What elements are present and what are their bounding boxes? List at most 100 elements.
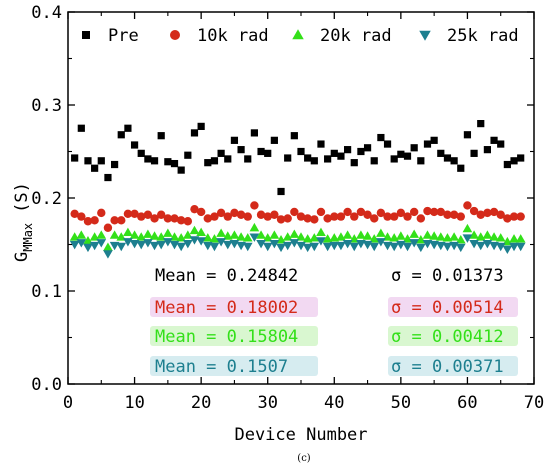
data-point xyxy=(356,207,366,217)
data-point xyxy=(442,233,453,242)
data-point xyxy=(104,173,112,182)
data-point xyxy=(203,214,212,223)
data-point xyxy=(377,133,385,142)
data-point xyxy=(316,237,326,246)
data-point xyxy=(310,215,319,224)
data-point xyxy=(137,212,146,221)
data-point xyxy=(70,209,79,219)
data-points xyxy=(69,120,526,259)
data-point xyxy=(370,157,378,165)
data-point xyxy=(270,210,279,219)
data-point xyxy=(415,235,426,244)
data-point xyxy=(322,234,333,243)
data-point xyxy=(210,157,219,165)
data-point xyxy=(435,241,446,251)
y-tick-label: 0.0 xyxy=(31,375,62,395)
data-point xyxy=(250,129,258,137)
data-point xyxy=(417,157,425,165)
data-point xyxy=(83,217,93,226)
series-1 xyxy=(70,201,525,232)
data-point xyxy=(276,235,286,244)
data-point xyxy=(310,157,318,165)
data-point xyxy=(356,230,366,239)
data-point xyxy=(96,230,107,239)
data-point xyxy=(237,146,245,154)
data-point xyxy=(396,208,406,218)
legend: Pre 10k rad 20k rad 25k rad xyxy=(82,26,519,46)
y-tick-label: 0.1 xyxy=(31,282,62,302)
data-point xyxy=(403,152,412,160)
data-point xyxy=(224,155,232,163)
x-tick-label: 50 xyxy=(391,393,411,413)
y-axis-title-sub: MMax xyxy=(21,223,35,252)
data-point xyxy=(437,149,445,157)
data-point xyxy=(116,242,127,252)
series-0 xyxy=(71,120,525,196)
data-point xyxy=(463,201,472,210)
data-point xyxy=(109,241,120,251)
data-point xyxy=(129,240,140,249)
data-point xyxy=(236,241,246,251)
data-point xyxy=(77,124,85,132)
figure-caption: (c) xyxy=(297,453,311,464)
data-point xyxy=(256,230,266,239)
data-point xyxy=(143,210,153,219)
data-point xyxy=(296,212,306,221)
data-point xyxy=(264,149,272,157)
data-point xyxy=(150,157,159,165)
data-point xyxy=(363,210,372,219)
data-point xyxy=(403,212,412,221)
data-point xyxy=(83,243,93,253)
data-point xyxy=(289,229,300,238)
data-point xyxy=(182,240,193,249)
data-point xyxy=(103,250,113,259)
data-point xyxy=(423,206,432,216)
data-point xyxy=(482,230,493,239)
data-point xyxy=(217,149,225,157)
data-point xyxy=(170,159,179,168)
data-point xyxy=(370,214,379,223)
data-point xyxy=(249,222,260,232)
legend-label: 20k rad xyxy=(320,26,392,46)
legend-marker xyxy=(82,31,90,39)
data-point xyxy=(97,208,106,218)
data-point xyxy=(257,147,265,156)
sigma-highlight xyxy=(388,297,518,317)
data-point xyxy=(163,214,173,223)
data-point xyxy=(150,214,159,223)
data-point xyxy=(342,230,353,239)
data-point xyxy=(462,223,473,233)
data-point xyxy=(515,242,526,252)
legend-marker xyxy=(170,30,180,40)
data-point xyxy=(256,210,266,219)
data-point xyxy=(475,241,486,251)
data-point xyxy=(242,242,253,252)
data-point xyxy=(176,233,187,242)
data-point xyxy=(415,243,426,253)
data-point xyxy=(170,214,179,223)
data-point xyxy=(329,233,340,242)
legend-item: 20k rad xyxy=(292,26,392,46)
data-point xyxy=(209,242,220,252)
data-point xyxy=(302,243,313,253)
legend-item: 25k rad xyxy=(419,26,519,46)
data-point xyxy=(242,233,253,242)
data-point xyxy=(382,241,393,251)
legend-marker xyxy=(419,30,431,41)
data-point xyxy=(322,242,333,252)
data-point xyxy=(84,157,92,165)
data-point xyxy=(316,227,326,236)
data-point xyxy=(423,140,432,148)
data-point xyxy=(210,212,219,221)
data-point xyxy=(483,208,492,218)
data-point xyxy=(383,140,392,148)
data-point xyxy=(502,245,513,254)
data-point xyxy=(323,214,332,223)
data-point xyxy=(137,149,145,157)
data-point xyxy=(236,210,246,219)
series-3 xyxy=(69,233,526,259)
x-tick-label: 60 xyxy=(457,393,477,413)
data-point xyxy=(71,154,79,162)
data-point xyxy=(450,157,458,165)
